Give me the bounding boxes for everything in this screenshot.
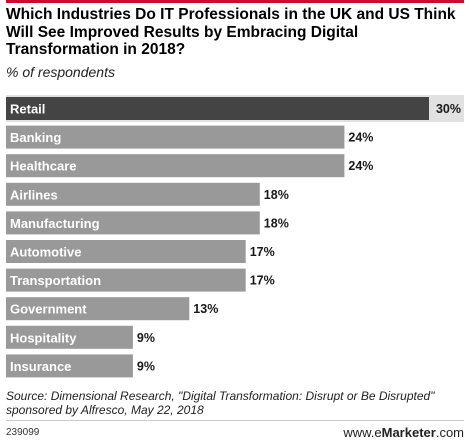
bar-government bbox=[6, 297, 190, 321]
value-label-automotive: 17% bbox=[250, 245, 275, 259]
value-label-airlines: 18% bbox=[264, 188, 289, 202]
chart-id: 239099 bbox=[6, 427, 40, 438]
bar-label-retail: Retail bbox=[10, 102, 45, 117]
brand-name: Marketer bbox=[381, 425, 436, 440]
value-label-banking: 24% bbox=[348, 131, 373, 145]
value-label-retail: 30% bbox=[436, 102, 461, 116]
brand-logo[interactable]: www.eMarketer.com bbox=[343, 425, 464, 440]
value-label-hospitality: 9% bbox=[137, 331, 155, 345]
bar-label-transportation: Transportation bbox=[10, 273, 101, 288]
value-label-healthcare: 24% bbox=[348, 159, 373, 173]
source-note: Source: Dimensional Research, "Digital T… bbox=[6, 389, 435, 417]
value-label-government: 13% bbox=[193, 302, 218, 316]
bar-label-insurance: Insurance bbox=[10, 359, 71, 374]
bar-insurance bbox=[6, 354, 133, 378]
bar-automotive bbox=[6, 240, 246, 263]
bar-label-automotive: Automotive bbox=[10, 245, 82, 260]
bar-label-hospitality: Hospitality bbox=[10, 330, 77, 345]
brand-prefix: www. bbox=[343, 425, 375, 440]
bar-label-healthcare: Healthcare bbox=[10, 159, 76, 174]
chart-title: Which Industries Do IT Professionals in … bbox=[6, 6, 456, 58]
brand-suffix: .com bbox=[435, 425, 464, 440]
value-label-manufacturing: 18% bbox=[264, 216, 289, 230]
bar-airlines bbox=[6, 182, 260, 206]
top-accent-rule bbox=[6, 0, 464, 3]
value-label-insurance: 9% bbox=[137, 359, 155, 373]
bar-label-banking: Banking bbox=[10, 130, 61, 145]
bar-transportation bbox=[6, 268, 246, 292]
brand-e: e bbox=[374, 425, 382, 440]
bars-group: Retail 30% Banking 24% Healthcare 24% Airlines… bbox=[6, 95, 464, 378]
bar-manufacturing bbox=[6, 211, 260, 235]
footer-divider bbox=[6, 420, 464, 421]
bar-label-manufacturing: Manufacturing bbox=[10, 216, 100, 231]
bar-label-government: Government bbox=[10, 302, 87, 317]
value-label-transportation: 17% bbox=[250, 274, 275, 288]
bar-label-airlines: Airlines bbox=[10, 187, 58, 202]
bar-healthcare bbox=[6, 154, 345, 178]
bar-retail bbox=[6, 97, 429, 120]
bar-hospitality bbox=[6, 325, 133, 349]
bar-banking bbox=[6, 125, 345, 149]
chart-subtitle: % of respondents bbox=[6, 64, 115, 80]
